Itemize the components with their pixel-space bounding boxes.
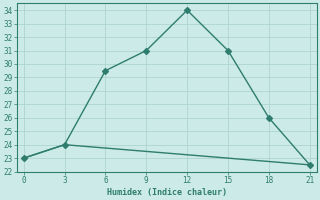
X-axis label: Humidex (Indice chaleur): Humidex (Indice chaleur) [107, 188, 227, 197]
